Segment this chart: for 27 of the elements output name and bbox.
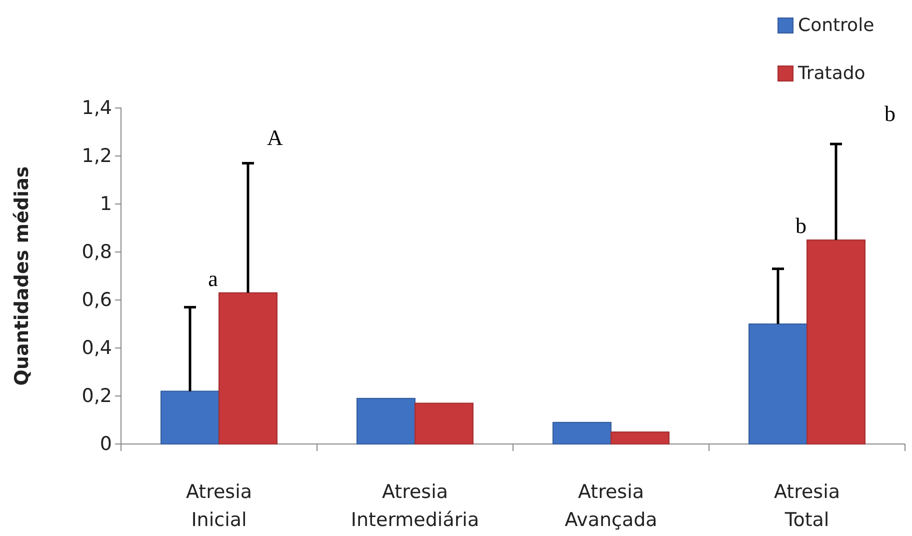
y-axis-title: Quantidades médias xyxy=(11,166,33,386)
bar xyxy=(414,402,474,444)
x-tick-label: Atresia Inicial xyxy=(186,481,252,531)
annotation: A xyxy=(267,125,284,150)
bar xyxy=(160,390,220,444)
y-tick-label: 0,2 xyxy=(82,385,112,408)
bar xyxy=(552,422,612,444)
legend-label: Controle xyxy=(798,14,874,36)
y-tick-label: 1 xyxy=(100,193,112,216)
x-tick-label: Atresia Avançada xyxy=(564,481,658,531)
legend-label: Tratado xyxy=(797,62,866,84)
bar xyxy=(806,240,866,444)
y-tick-label: 1,4 xyxy=(82,97,112,120)
y-tick-label: 0 xyxy=(100,433,112,456)
x-tick-label: Atresia Total xyxy=(774,481,840,531)
y-tick-label: 1,2 xyxy=(82,145,112,168)
y-tick-label: 0,4 xyxy=(82,337,112,360)
annotation: b xyxy=(796,213,806,238)
bar xyxy=(610,432,670,444)
annotation: b xyxy=(884,101,896,126)
bar xyxy=(218,292,278,444)
y-tick-label: 0,8 xyxy=(82,241,112,264)
y-tick-label: 0,6 xyxy=(82,289,112,312)
bar xyxy=(356,398,416,444)
bar xyxy=(748,324,808,444)
x-tick-label: Atresia Intermediária xyxy=(350,481,480,531)
annotation: a xyxy=(208,266,218,291)
